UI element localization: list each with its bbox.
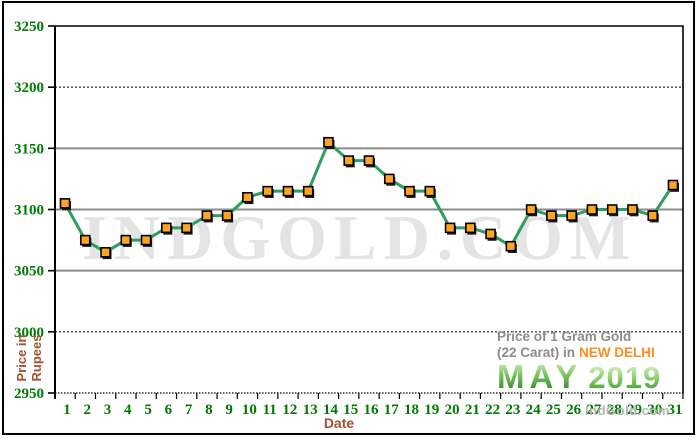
x-tick-label-14: 14 [323,402,339,418]
x-tick-label-11: 11 [263,402,277,418]
x-tick-label-19: 19 [424,402,439,418]
x-tick-label-1: 1 [63,402,71,418]
x-tick-label-28: 28 [607,402,622,418]
data-point-13 [302,185,314,197]
title-carat-text: (22 Carat) in [497,344,576,360]
data-point-22 [485,228,496,240]
y-axis-title: Price in Rupees [14,334,44,382]
x-tick-label-24: 24 [526,402,542,418]
x-tick-label-12: 12 [282,402,297,418]
y-tick-label-3000: 3000 [14,325,44,341]
data-point-26 [566,210,577,221]
x-tick-label-18: 18 [404,402,419,418]
y-tick-label-3050: 3050 [14,264,44,280]
x-tick-label-29: 29 [627,402,642,418]
title-month-year: MAY 2019 [497,358,662,395]
x-tick-label-27: 27 [586,402,602,418]
data-point-15 [343,155,355,166]
data-point-6 [161,222,172,234]
data-point-1 [59,198,71,209]
data-point-23 [505,240,517,252]
data-point-10 [242,191,253,203]
data-point-14 [323,136,334,148]
data-point-11 [262,185,273,197]
x-tick-label-8: 8 [205,402,213,418]
data-point-18 [404,185,415,197]
y-tick-label-3200: 3200 [14,80,44,96]
y-tick-label-2950: 2950 [14,386,44,402]
plot-border [55,25,684,393]
x-tick-label-30: 30 [647,402,662,418]
x-tick-label-17: 17 [384,402,400,418]
x-tick-label-22: 22 [485,402,500,418]
x-tick-label-5: 5 [144,402,152,418]
x-tick-label-3: 3 [104,402,112,418]
data-point-12 [282,185,294,197]
data-point-27 [586,204,598,215]
data-point-7 [181,222,192,234]
data-point-29 [627,204,638,215]
x-tick-label-31: 31 [668,402,683,418]
title-month-text: MAY [497,358,583,395]
title-year-text: 2019 [588,360,662,395]
x-tick-label-26: 26 [566,402,582,418]
x-tick-label-23: 23 [505,402,520,418]
data-point-28 [606,204,618,215]
x-tick-label-16: 16 [364,402,380,418]
x-axis-title: Date [323,415,355,431]
data-point-3 [100,247,111,258]
title-line1: Price of 1 Gram Gold [497,329,632,344]
x-tick-label-13: 13 [303,402,318,418]
x-tick-label-9: 9 [225,402,233,418]
data-point-16 [363,155,375,166]
x-tick-label-7: 7 [185,402,193,418]
x-tick-label-10: 10 [242,402,257,418]
data-point-30 [647,210,659,221]
data-point-4 [120,234,132,246]
data-point-2 [79,234,91,246]
data-point-9 [221,210,233,221]
x-tick-label-21: 21 [465,402,480,418]
data-point-8 [201,210,213,221]
watermark-text: INDGOLD.COM [82,202,638,273]
data-point-17 [383,173,395,185]
title-line2: (22 Carat) in NEW DELHI [497,345,661,361]
y-tick-label-3150: 3150 [14,141,44,157]
data-point-19 [424,185,436,197]
x-tick-label-25: 25 [546,402,561,418]
y-tick-label-3250: 3250 [14,19,44,35]
data-point-25 [546,210,557,221]
x-tick-label-6: 6 [165,402,173,418]
data-point-31 [667,179,679,191]
data-point-5 [140,234,152,246]
x-tick-label-2: 2 [84,402,92,418]
title-city-text: NEW DELHI [579,344,655,360]
data-point-21 [465,222,476,234]
y-tick-label-3100: 3100 [14,203,44,219]
data-point-20 [444,222,456,234]
brand-watermark-small: IndGold.com [585,403,670,418]
chart-title-block: Price of 1 Gram Gold (22 Carat) in NEW DE… [497,329,661,393]
x-tick-label-4: 4 [124,402,132,418]
x-tick-label-20: 20 [445,402,460,418]
data-point-24 [525,204,537,215]
x-tick-label-15: 15 [343,402,358,418]
